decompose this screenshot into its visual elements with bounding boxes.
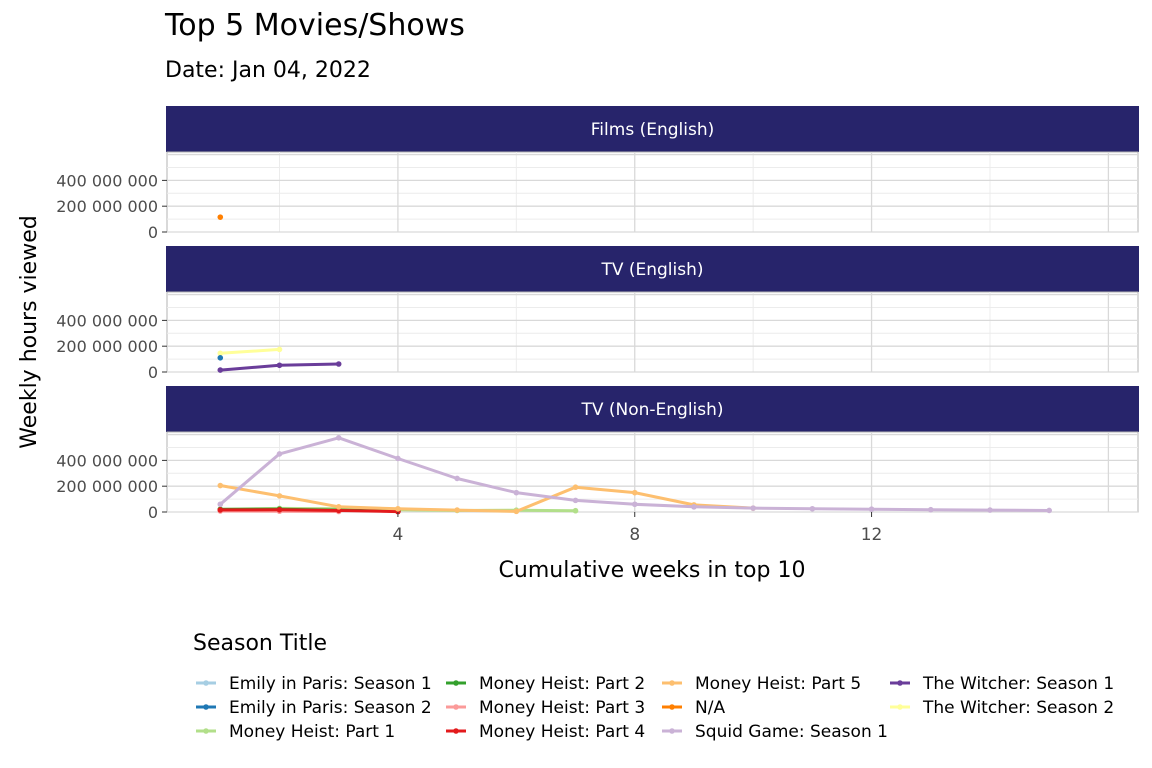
x-tick-label: 12 (861, 525, 883, 545)
series-line (218, 484, 755, 513)
y-axis-title: Weekly hours viewed (17, 215, 42, 448)
legend-label: N/A (695, 698, 725, 718)
data-point (217, 482, 224, 489)
data-point (217, 501, 224, 508)
y-tick-label: 200 000 000 (56, 337, 158, 356)
y-tick-label: 0 (148, 503, 158, 522)
data-point (395, 505, 401, 512)
x-axis-title: Cumulative weeks in top 10 (499, 558, 806, 583)
data-point (513, 489, 520, 496)
data-point (335, 504, 342, 510)
data-point (276, 362, 283, 369)
facet-label: TV (English) (600, 260, 703, 280)
data-point (217, 350, 224, 357)
y-tick-label: 400 000 000 (56, 451, 158, 470)
data-point (927, 506, 934, 513)
legend-key-point (669, 680, 675, 686)
legend-key-point (669, 728, 675, 734)
data-point (1046, 507, 1052, 514)
facet-strip (166, 386, 1139, 432)
legend-label: Money Heist: Part 4 (479, 722, 645, 742)
panel-background (166, 151, 1139, 233)
legend-label: Emily in Paris: Season 1 (229, 674, 432, 694)
legend-label: Money Heist: Part 3 (479, 698, 645, 718)
chart-subtitle: Date: Jan 04, 2022 (165, 58, 371, 83)
legend-label: Squid Game: Season 1 (695, 722, 888, 742)
series-line (218, 347, 281, 355)
y-tick-label: 0 (148, 223, 158, 242)
legend-label: The Witcher: Season 1 (922, 674, 1114, 694)
data-point (217, 507, 224, 513)
data-point (454, 475, 460, 482)
data-point (572, 497, 579, 504)
data-point (395, 455, 401, 462)
legend-key-point (453, 728, 459, 734)
legend-key-point (897, 680, 903, 686)
data-point (335, 361, 342, 367)
y-tick-label: 400 000 000 (56, 311, 158, 330)
x-tick-label: 8 (629, 525, 640, 545)
y-tick-label: 200 000 000 (56, 477, 158, 496)
legend-label: Money Heist: Part 5 (695, 674, 861, 694)
facet-strip (166, 106, 1139, 152)
y-tick-label: 400 000 000 (56, 171, 158, 190)
data-point (276, 346, 283, 353)
legend-title: Season Title (193, 631, 327, 656)
legend-label: Emily in Paris: Season 2 (229, 698, 432, 718)
data-point (513, 508, 520, 515)
y-tick-label: 0 (148, 363, 158, 382)
data-point (217, 367, 224, 373)
data-point (276, 507, 283, 513)
data-point (987, 507, 993, 513)
facet-strip (166, 246, 1139, 292)
x-tick-label: 4 (392, 525, 403, 545)
legend-key-point (897, 704, 903, 710)
legend-key-point (453, 704, 459, 710)
data-point (868, 506, 875, 512)
legend-key-point (203, 704, 209, 710)
legend-key-point (203, 728, 209, 734)
data-point (691, 504, 697, 510)
legend-label: Money Heist: Part 2 (479, 674, 645, 694)
data-point (631, 489, 638, 496)
facet-label: Films (English) (591, 120, 714, 140)
series-line (218, 508, 400, 514)
facet-label: TV (Non-English) (580, 400, 723, 420)
data-point (454, 507, 460, 513)
data-point (750, 505, 756, 511)
data-point (631, 501, 638, 508)
legend-key-point (669, 704, 675, 710)
legend-key-point (203, 680, 209, 686)
data-point (809, 505, 816, 512)
panel-background (166, 291, 1139, 373)
legend-label: Money Heist: Part 1 (229, 722, 395, 742)
data-point (276, 451, 283, 457)
data-point (217, 355, 224, 361)
data-point (276, 493, 283, 499)
legend-key-point (453, 680, 459, 686)
data-point (572, 507, 579, 514)
data-point (335, 435, 342, 441)
data-point (572, 484, 579, 491)
legend-label: The Witcher: Season 2 (922, 698, 1114, 718)
chart-title: Top 5 Movies/Shows (165, 8, 465, 43)
data-point (217, 214, 224, 220)
y-tick-label: 200 000 000 (56, 197, 158, 216)
